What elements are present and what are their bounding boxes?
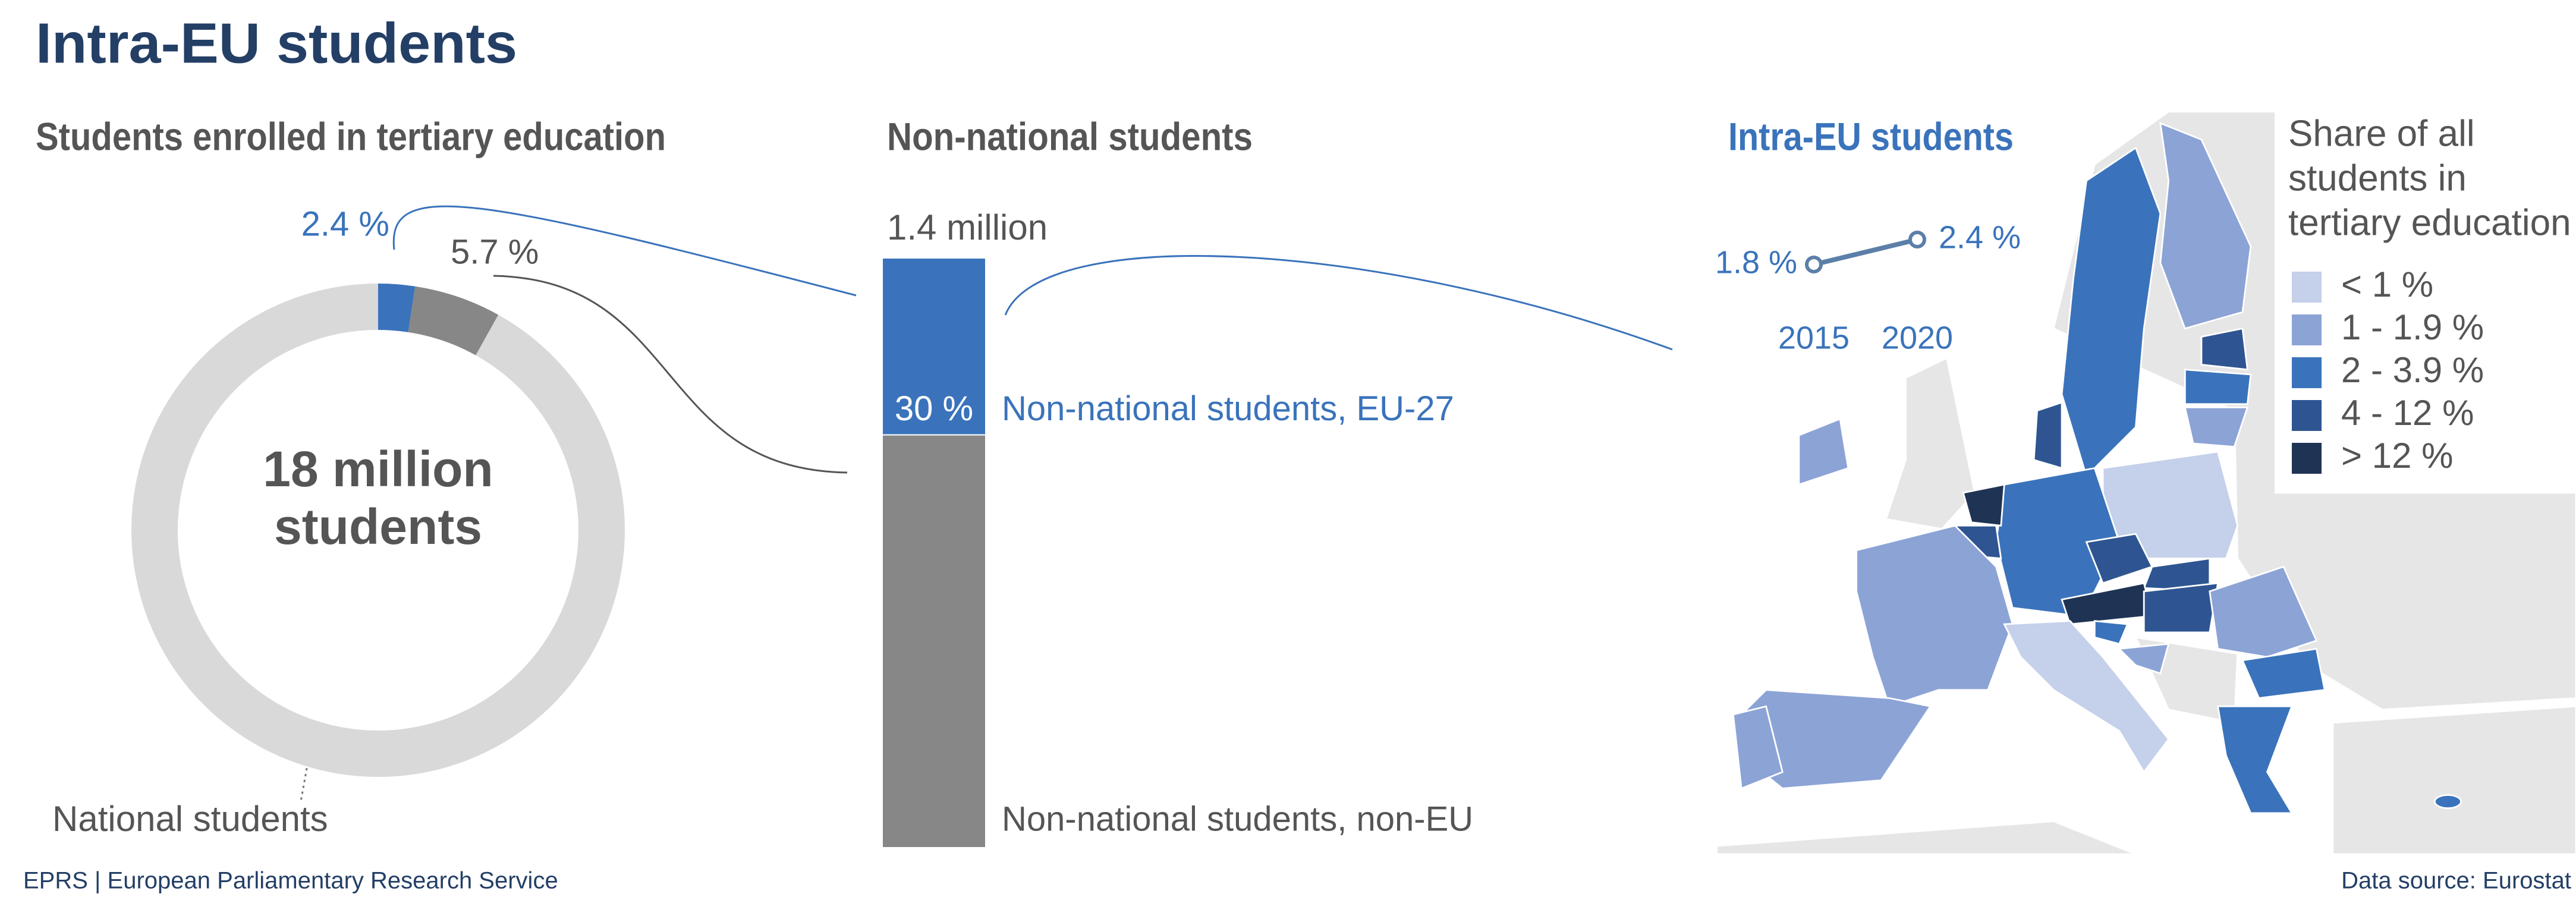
data-label: 1.8 % [1715, 244, 1797, 280]
chart-title: Students enrolled in tertiary education [36, 114, 666, 158]
category-label: National students [52, 799, 328, 839]
footer: Data source: Eurostat [2341, 868, 2571, 894]
center-label: students [274, 499, 482, 555]
donut-segment [407, 286, 499, 356]
legend-swatch [2292, 357, 2322, 388]
point [1908, 231, 1926, 248]
connector [493, 275, 848, 474]
data-label: 30 % [895, 389, 973, 428]
data-label: 2.4 % [301, 204, 389, 243]
point [1805, 256, 1823, 273]
legend-label: 2 - 3.9 % [2341, 350, 2484, 390]
connector [392, 205, 857, 297]
legend-swatch [2292, 443, 2322, 474]
legend-title: Share of all [2288, 113, 2475, 154]
legend-label: > 12 % [2341, 436, 2453, 476]
chart-title: Non-national students [887, 114, 1253, 158]
legend-label: < 1 % [2341, 265, 2433, 304]
chart-title: Intra-EU students [1728, 114, 2014, 158]
x-tick-label: 2015 [1778, 320, 1850, 355]
main-title: Intra-EU students [36, 11, 517, 75]
connector [1004, 255, 1673, 351]
bar-segment [882, 257, 986, 436]
donut-segment [131, 284, 625, 777]
data-label: 5.7 % [451, 232, 539, 271]
legend-swatch [2292, 272, 2322, 303]
donut-segment [378, 284, 416, 332]
legend-swatch [2292, 400, 2322, 431]
bar-segment [882, 434, 986, 848]
line [1813, 237, 1918, 267]
footer: EPRS | European Parliamentary Research S… [23, 868, 558, 894]
legend-swatch [2292, 314, 2322, 345]
legend-label: Non-national students, non-EU [1002, 799, 1473, 838]
x-tick-label: 2020 [1882, 320, 1953, 355]
legend-label: 1 - 1.9 % [2341, 307, 2484, 347]
data-label: 2.4 % [1939, 219, 2021, 255]
legend-label: Non-national students, EU-27 [1002, 389, 1454, 428]
legend-title: students in [2288, 158, 2467, 199]
leader-line [300, 738, 313, 802]
total-label: 1.4 million [887, 207, 1048, 247]
center-label: 18 million [263, 441, 493, 497]
legend-title: tertiary education [2288, 202, 2571, 243]
map [1716, 98, 2576, 855]
legend-label: 4 - 12 % [2341, 393, 2474, 433]
